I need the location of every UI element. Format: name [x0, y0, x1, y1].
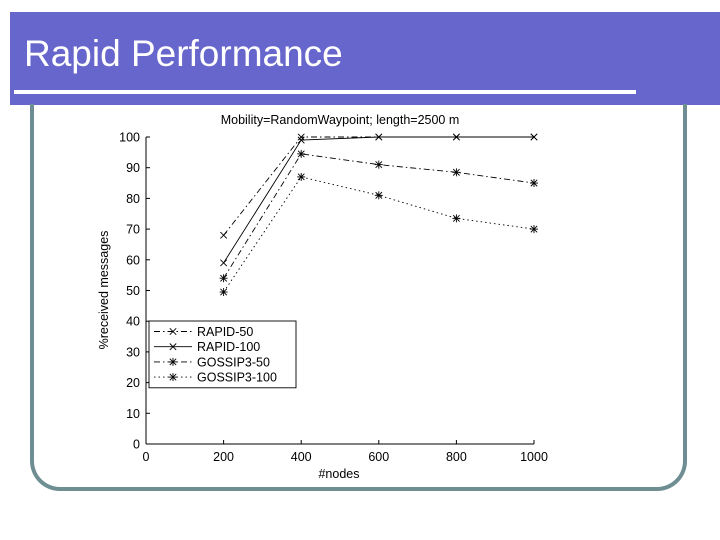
data-point	[374, 191, 383, 200]
data-point	[452, 214, 461, 223]
legend-marker-3	[169, 357, 177, 366]
y-tick-label: 40	[126, 315, 140, 329]
data-point	[530, 179, 538, 188]
data-point	[530, 133, 538, 141]
y-tick-label: 10	[126, 407, 140, 421]
y-axis-label: %received messages	[97, 231, 111, 350]
y-tick-label: 20	[126, 376, 140, 390]
y-tick-label: 80	[126, 192, 140, 206]
series-line-2	[223, 136, 534, 264]
y-tick-label: 70	[126, 223, 140, 237]
series-line-1	[223, 136, 534, 236]
data-point	[530, 225, 538, 234]
legend-marker-2	[169, 343, 177, 351]
legend-label-1: RAPID-50	[197, 325, 253, 339]
data-point	[219, 274, 228, 283]
data-point	[220, 259, 228, 267]
data-point	[452, 168, 461, 177]
y-tick-label: 60	[126, 253, 140, 267]
legend-marker-4	[169, 373, 177, 382]
data-point	[297, 172, 306, 181]
legend-label-2: RAPID-100	[197, 340, 260, 354]
data-point	[297, 149, 306, 158]
x-tick-label: 400	[291, 450, 312, 464]
y-tick-label: 0	[133, 438, 140, 452]
y-tick-label: 50	[126, 284, 140, 298]
slide-title: Rapid Performance	[24, 33, 343, 74]
x-tick-label: 1000	[520, 450, 548, 464]
x-tick-label: 200	[213, 450, 234, 464]
legend-marker-1	[169, 327, 177, 336]
y-tick-label: 100	[119, 131, 140, 145]
x-axis-label: #nodes	[318, 467, 359, 481]
header-bar	[10, 12, 720, 105]
y-tick-label: 30	[126, 345, 140, 359]
legend-label-4: GOSSIP3-100	[197, 371, 277, 385]
series-line-3	[223, 153, 535, 279]
data-point	[220, 231, 228, 239]
data-point	[374, 160, 383, 169]
chart-title: Mobility=RandomWaypoint; length=2500 m	[221, 113, 460, 127]
axes: 0 200 400 600 800 1000 0 10 20 30 40 50 60 70 80 90 100	[119, 131, 548, 465]
title-rule	[14, 90, 636, 94]
x-tick-label: 0	[143, 450, 150, 464]
y-tick-label: 90	[126, 161, 140, 175]
data-point	[219, 288, 228, 297]
x-tick-label: 800	[446, 450, 467, 464]
content-frame	[30, 104, 687, 491]
plot-series	[219, 133, 538, 297]
data-point	[375, 133, 383, 141]
x-tick-label: 600	[368, 450, 389, 464]
data-point	[452, 133, 460, 141]
data-point	[297, 136, 305, 144]
data-point	[297, 133, 305, 141]
legend-label-3: GOSSIP3-50	[197, 355, 270, 369]
